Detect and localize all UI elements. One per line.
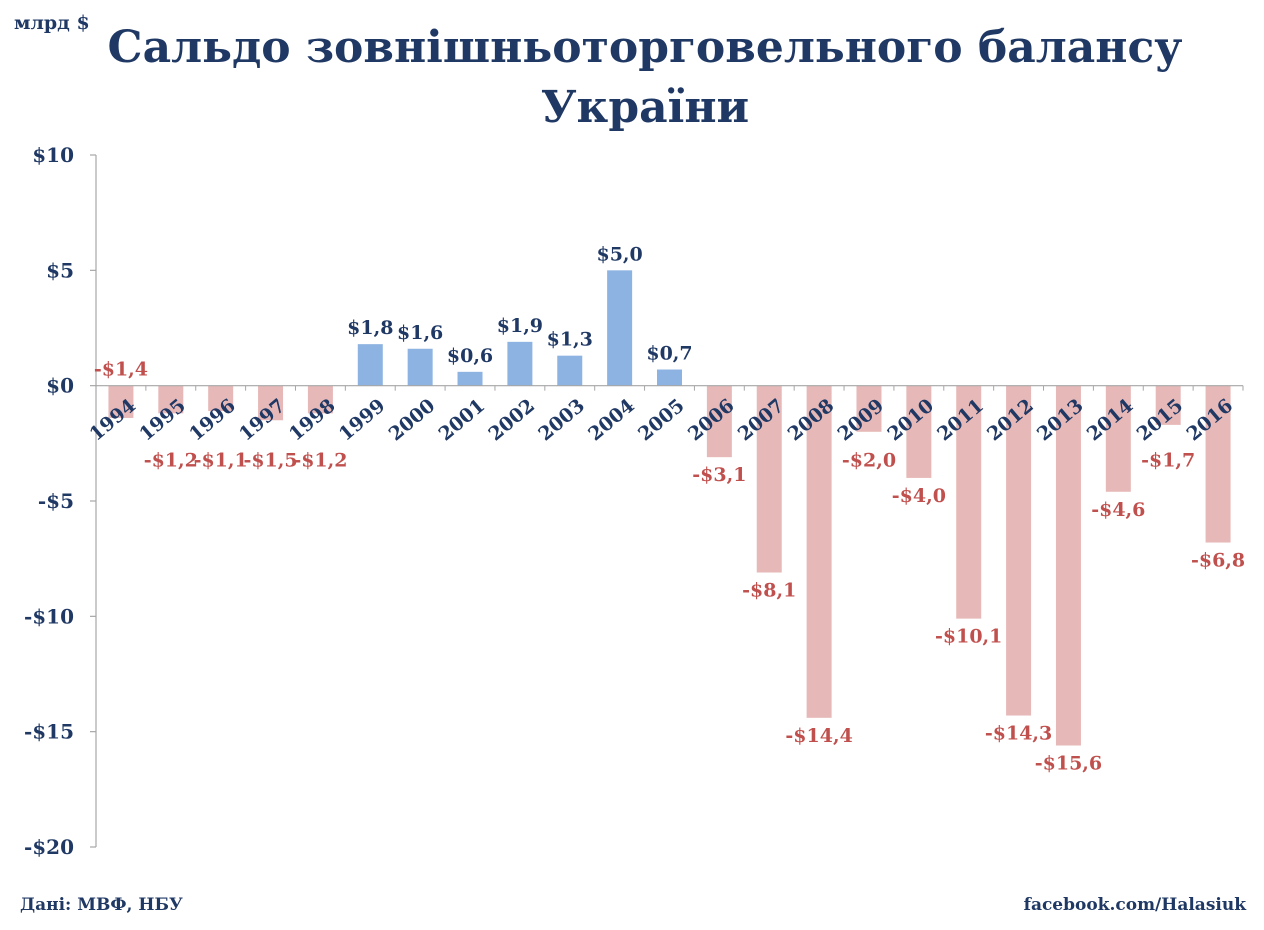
bar-1997 — [258, 385, 284, 421]
bar-1998 — [307, 385, 333, 414]
data-label-1994: -$1,4 — [94, 359, 148, 381]
bar-1996 — [208, 385, 234, 412]
bar-2003 — [557, 355, 583, 386]
unit-label: млрд $ — [14, 12, 90, 34]
source-note: Дані: МВФ, НБУ — [20, 895, 183, 915]
data-label-2006: -$3,1 — [692, 464, 746, 486]
y-tick-label: -$5 — [38, 489, 74, 513]
bar-2000 — [407, 348, 433, 386]
bar-2009 — [856, 385, 882, 432]
data-label-2016: -$6,8 — [1191, 550, 1245, 572]
x-tick-label: 1999 — [335, 395, 390, 446]
y-tick-label: $10 — [32, 143, 74, 167]
bar-2010 — [906, 385, 932, 478]
chart-title-line-1: Сальдо зовнішньоторговельного балансу — [107, 22, 1183, 73]
data-label-2000: $1,6 — [397, 322, 443, 344]
data-label-1997: -$1,5 — [243, 449, 297, 471]
bar-1999 — [357, 344, 383, 386]
bar-2015 — [1155, 385, 1181, 425]
bar-1995 — [158, 385, 184, 414]
data-label-1995: -$1,2 — [144, 449, 198, 471]
data-label-2005: $0,7 — [646, 343, 692, 365]
data-label-2002: $1,9 — [497, 315, 543, 337]
y-tick-label: -$15 — [24, 720, 74, 744]
data-label-2012: -$14,3 — [985, 723, 1052, 745]
bar-2012 — [1006, 385, 1032, 716]
bar-2002 — [507, 341, 533, 386]
chart-title: Сальдо зовнішньоторговельного балансу Ук… — [0, 18, 1264, 138]
chart-title-line-2: України — [540, 82, 750, 133]
x-tick-label: 2004 — [584, 395, 639, 446]
y-tick-label: $5 — [46, 258, 74, 282]
data-label-2004: $5,0 — [596, 243, 642, 265]
bar-2014 — [1105, 385, 1131, 492]
x-tick-label: 2002 — [484, 395, 539, 446]
data-label-2008: -$14,4 — [785, 725, 852, 747]
data-label-2011: -$10,1 — [935, 626, 1002, 648]
credit-note: facebook.com/Halasiuk — [1023, 895, 1246, 915]
bar-2011 — [956, 385, 982, 619]
x-tick-label: 2003 — [534, 395, 589, 446]
data-label-2009: -$2,0 — [842, 449, 896, 471]
data-label-2001: $0,6 — [447, 345, 493, 367]
data-label-2015: -$1,7 — [1141, 449, 1195, 471]
data-label-2014: -$4,6 — [1091, 499, 1145, 521]
bar-2016 — [1205, 385, 1231, 543]
y-tick-label: $0 — [46, 374, 74, 398]
bar-1994 — [108, 385, 134, 418]
bar-2004 — [607, 270, 633, 386]
bar-2005 — [657, 369, 682, 386]
bar-2008 — [806, 385, 832, 718]
bar-2007 — [756, 385, 782, 573]
data-label-2013: -$15,6 — [1035, 753, 1102, 775]
bar-2006 — [706, 385, 732, 458]
y-tick-label: -$20 — [24, 835, 74, 859]
data-label-1998: -$1,2 — [293, 449, 347, 471]
y-tick-label: -$10 — [24, 604, 74, 628]
bar-2001 — [457, 371, 483, 386]
x-tick-label: 2005 — [634, 395, 689, 446]
data-label-2003: $1,3 — [547, 329, 593, 351]
bar-2013 — [1055, 385, 1081, 746]
data-label-2007: -$8,1 — [742, 580, 796, 602]
x-tick-label: 2001 — [435, 395, 490, 446]
data-label-2010: -$4,0 — [892, 485, 946, 507]
data-label-1996: -$1,1 — [194, 449, 248, 471]
data-label-1999: $1,8 — [347, 317, 393, 339]
x-tick-label: 2000 — [385, 395, 440, 446]
